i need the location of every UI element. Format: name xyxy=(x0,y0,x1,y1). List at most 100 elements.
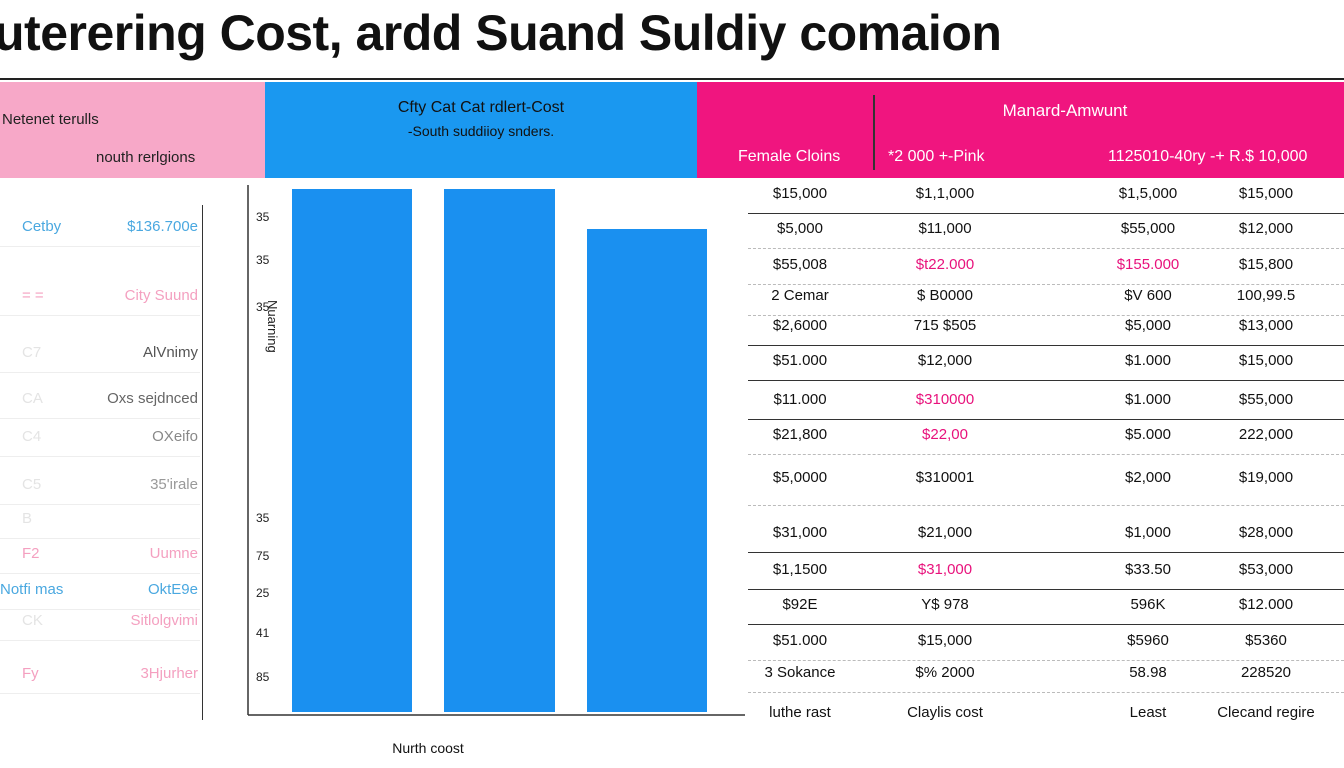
row-rule xyxy=(748,419,1344,420)
title-rule xyxy=(0,78,1344,80)
table-cell: $28,000 xyxy=(1238,524,1294,541)
header-left xyxy=(0,82,265,178)
table-cell: $2,000 xyxy=(1125,469,1171,486)
list-label: F2 xyxy=(22,545,40,562)
table-footer: Claylis cost xyxy=(907,704,983,721)
y-tick-label: 41 xyxy=(256,626,270,640)
row-rule xyxy=(748,624,1344,625)
header-text: Netenet terulls xyxy=(2,111,99,128)
list-value: 3Hjurher xyxy=(140,665,198,682)
table-cell: $% 2000 xyxy=(915,664,975,681)
row-rule xyxy=(748,552,1344,553)
list-value: Oxs sejdnced xyxy=(107,390,198,407)
table-cell: 100,99.5 xyxy=(1236,287,1296,304)
table-cell: $5,000 xyxy=(1125,317,1171,334)
header-right xyxy=(697,82,1344,178)
row-rule xyxy=(748,248,1344,249)
x-axis-label: Nurth coost xyxy=(392,740,464,756)
list-rule xyxy=(0,693,200,694)
header-divider xyxy=(873,95,875,170)
table-cell: $1,5,000 xyxy=(1118,185,1178,202)
y-tick-label: 85 xyxy=(256,670,270,684)
table-cell: $V 600 xyxy=(1124,287,1172,304)
table-cell: $310001 xyxy=(915,469,975,486)
list-label: C5 xyxy=(22,476,42,493)
list-rule xyxy=(0,418,200,419)
row-rule xyxy=(748,454,1344,455)
table-cell: $1.000 xyxy=(1125,352,1171,369)
list-value: Sitlolgvimi xyxy=(130,612,198,629)
bar xyxy=(444,189,555,712)
column-header: Female Cloins xyxy=(738,148,841,165)
table-cell: $5,0000 xyxy=(772,469,828,486)
list-rule xyxy=(0,640,200,641)
table-cell: $15,800 xyxy=(1238,256,1294,273)
list-label: Cetby xyxy=(22,218,62,235)
row-rule xyxy=(748,345,1344,346)
list-value: 35'irale xyxy=(150,476,198,493)
list-rule xyxy=(0,315,200,316)
table-cell: $1,000 xyxy=(1125,524,1171,541)
table-cell: 3 Sokance xyxy=(764,664,836,681)
header-middle xyxy=(265,82,697,178)
list-rule xyxy=(0,456,200,457)
y-tick-label: 35 xyxy=(256,511,270,525)
table-cell: $1.000 xyxy=(1125,391,1171,408)
list-rule xyxy=(0,609,200,610)
table-cell: $31,000 xyxy=(772,524,828,541)
y-tick-label: 35 xyxy=(256,300,270,314)
table-cell: $5960 xyxy=(1127,632,1169,649)
table-cell: $15,000 xyxy=(917,632,973,649)
table-cell: $92E xyxy=(782,596,818,613)
list-value: OktE9e xyxy=(147,581,198,598)
table-cell: $5.000 xyxy=(1125,426,1171,443)
y-tick-label: 35 xyxy=(256,210,270,224)
table-cell: $310000 xyxy=(915,391,975,408)
table-cell: $21,000 xyxy=(917,524,973,541)
table-cell: $12,000 xyxy=(1238,220,1294,237)
header-text: Cfty Cat Cat rdlert-Cost xyxy=(397,99,565,116)
table-cell: 228520 xyxy=(1240,664,1292,681)
table-cell: $31,000 xyxy=(917,561,973,578)
column-header: *2 000 +-Pink xyxy=(888,148,985,165)
list-value: City Suund xyxy=(124,287,198,304)
table-footer: Least xyxy=(1129,704,1167,721)
header-text: -South suddiioy snders. xyxy=(407,123,555,139)
list-label: CK xyxy=(22,612,43,629)
row-rule xyxy=(748,692,1344,693)
row-rule xyxy=(748,589,1344,590)
row-rule xyxy=(748,284,1344,285)
table-cell: $1,1,000 xyxy=(915,185,975,202)
row-rule xyxy=(748,380,1344,381)
table-cell: $11,000 xyxy=(918,220,972,237)
list-rule xyxy=(0,246,200,247)
header-text: Manard-Amwunt xyxy=(1002,101,1128,120)
table-cell: $11.000 xyxy=(773,391,827,408)
table-cell: $12,000 xyxy=(917,352,973,369)
table-cell: 596K xyxy=(1130,596,1166,613)
list-rule xyxy=(0,538,200,539)
table-cell: $t22.000 xyxy=(915,256,975,273)
table-cell: $2,6000 xyxy=(772,317,828,334)
list-value: AlVnimy xyxy=(142,344,198,361)
list-label: Fy xyxy=(22,665,39,682)
table-cell: 2 Cemar xyxy=(771,287,829,304)
table-cell: $51.000 xyxy=(772,352,828,369)
list-rule xyxy=(202,205,203,720)
row-rule xyxy=(748,505,1344,506)
table-cell: $55,008 xyxy=(772,256,828,273)
table-cell: $55,000 xyxy=(1238,391,1294,408)
table-cell: $22,00 xyxy=(922,426,968,443)
table-cell: $5,000 xyxy=(777,220,823,237)
table-cell: $ B0000 xyxy=(917,287,973,304)
table-cell: 222,000 xyxy=(1238,426,1294,443)
table-cell: $13,000 xyxy=(1238,317,1294,334)
table-cell: $155.000 xyxy=(1116,256,1180,273)
table-cell: Y$ 978 xyxy=(921,596,969,613)
list-label: B xyxy=(22,510,33,527)
list-value: $136.700e xyxy=(127,218,198,235)
table-footer: luthe rast xyxy=(769,704,831,721)
table-footer: Clecand regire xyxy=(1217,704,1315,721)
table-cell: $15,000 xyxy=(1238,185,1294,202)
table-cell: $51.000 xyxy=(772,632,828,649)
